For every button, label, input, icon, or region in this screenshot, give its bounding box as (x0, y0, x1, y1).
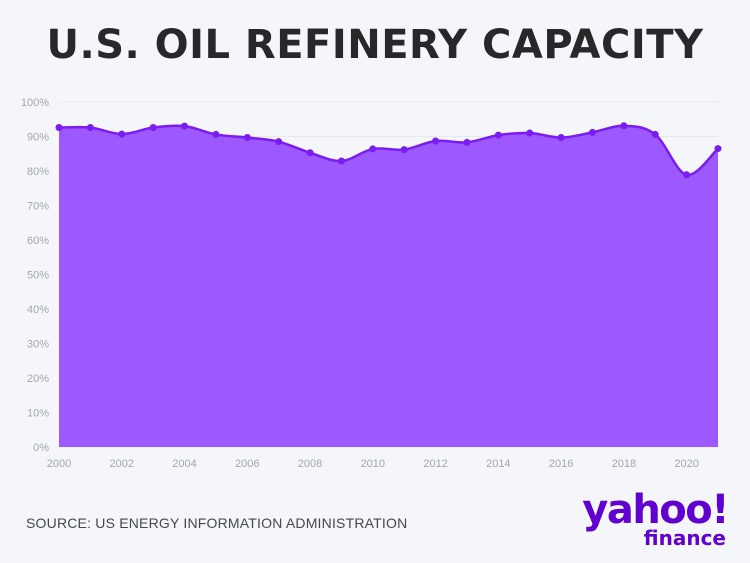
y-tick-label: 70% (27, 201, 49, 213)
x-tick-label: 2002 (110, 458, 134, 470)
x-tick-label: 2004 (172, 458, 196, 470)
data-point (55, 124, 63, 132)
series-area (59, 125, 718, 447)
data-point (432, 137, 440, 145)
x-tick-label: 2000 (47, 458, 71, 470)
data-point (337, 157, 345, 165)
y-tick-label: 80% (27, 166, 49, 178)
y-tick-label: 40% (27, 304, 49, 316)
x-tick-label: 2012 (423, 458, 447, 470)
x-tick-label: 2006 (235, 458, 259, 470)
x-tick-label: 2014 (486, 458, 510, 470)
x-tick-label: 2008 (298, 458, 322, 470)
data-point (243, 134, 251, 142)
x-tick-label: 2010 (361, 458, 385, 470)
x-tick-label: 2020 (674, 458, 698, 470)
data-point (588, 128, 596, 136)
data-point (714, 145, 722, 153)
y-tick-label: 30% (27, 339, 49, 351)
data-point (494, 131, 502, 139)
data-point (683, 171, 691, 179)
data-point (620, 122, 628, 130)
data-point (306, 149, 314, 157)
data-point (275, 138, 283, 146)
y-tick-label: 100% (21, 97, 49, 109)
y-tick-label: 0% (33, 442, 49, 454)
data-point (181, 122, 189, 130)
y-tick-label: 90% (27, 132, 49, 144)
x-tick-label: 2016 (549, 458, 573, 470)
data-point (400, 146, 408, 154)
y-tick-label: 10% (27, 408, 49, 420)
data-point (463, 138, 471, 146)
data-point (149, 124, 157, 132)
data-point (651, 130, 659, 138)
y-tick-label: 20% (27, 373, 49, 385)
logo-wordmark: yahoo! (582, 487, 729, 533)
logo-subtext: finance (643, 526, 726, 550)
data-point (118, 130, 126, 138)
source-note: SOURCE: US ENERGY INFORMATION ADMINISTRA… (26, 515, 408, 531)
data-point (526, 129, 534, 137)
data-point (369, 145, 377, 153)
data-point (212, 130, 220, 138)
data-point (557, 134, 565, 142)
data-point (86, 124, 94, 132)
area-chart: 0% 10% 20% 30% 40% 50% 60% 70% 80% 90% 100% 2000 200… (21, 97, 722, 470)
yahoo-finance-logo: yahoo! finance (582, 487, 729, 550)
y-tick-label: 50% (27, 270, 49, 282)
y-tick-label: 60% (27, 235, 49, 247)
series-line (58, 124, 719, 177)
x-tick-label: 2018 (612, 458, 636, 470)
chart-title: U.S. OIL REFINERY CAPACITY (46, 22, 704, 68)
